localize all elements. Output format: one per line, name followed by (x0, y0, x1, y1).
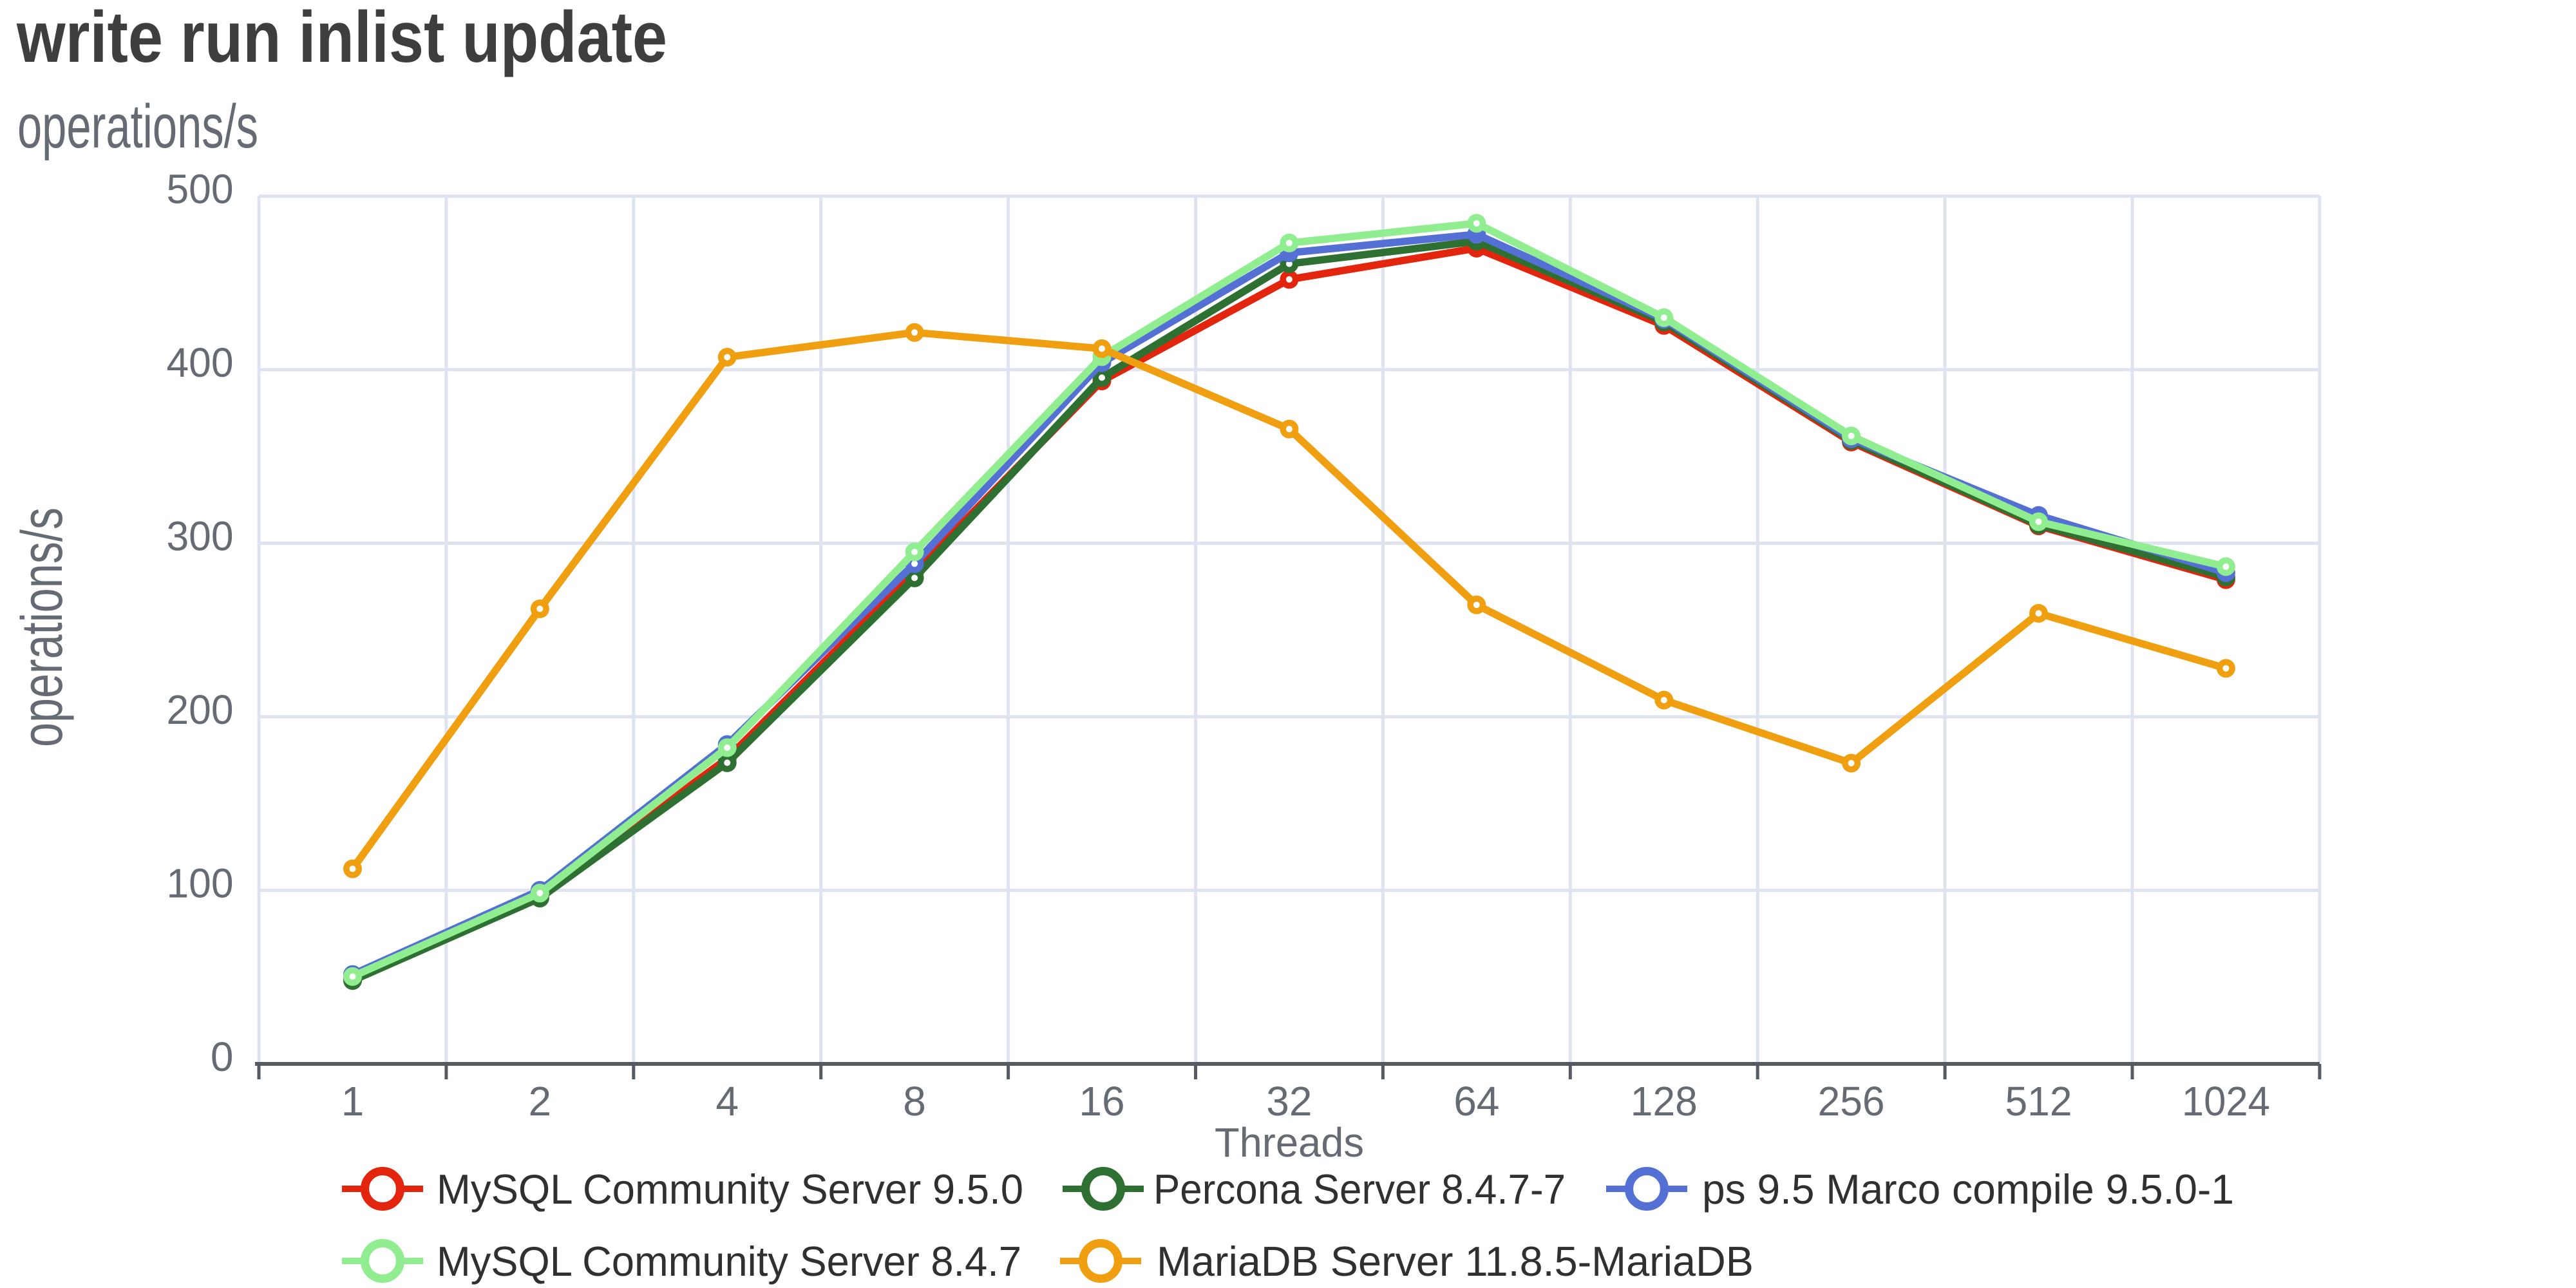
svg-text:MariaDB Server 11.8.5-MariaDB: MariaDB Server 11.8.5-MariaDB (1157, 1238, 1754, 1285)
svg-text:500: 500 (167, 166, 234, 213)
svg-text:MySQL Community Server 9.5.0: MySQL Community Server 9.5.0 (437, 1166, 1023, 1213)
svg-text:write run inlist update: write run inlist update (16, 0, 667, 77)
svg-text:0: 0 (211, 1034, 234, 1080)
svg-text:8: 8 (903, 1078, 926, 1124)
svg-text:operations/s: operations/s (17, 92, 258, 161)
svg-text:Percona Server 8.4.7-7: Percona Server 8.4.7-7 (1153, 1166, 1566, 1213)
svg-text:512: 512 (2005, 1078, 2072, 1124)
svg-text:400: 400 (167, 339, 234, 386)
svg-text:operations/s: operations/s (10, 507, 75, 747)
svg-text:4: 4 (715, 1078, 739, 1124)
svg-text:64: 64 (1454, 1078, 1499, 1124)
svg-text:MySQL Community Server 8.4.7: MySQL Community Server 8.4.7 (437, 1238, 1021, 1285)
svg-text:Threads: Threads (1215, 1119, 1364, 1166)
svg-text:16: 16 (1079, 1078, 1124, 1124)
svg-text:128: 128 (1631, 1078, 1698, 1124)
svg-text:300: 300 (167, 513, 234, 560)
svg-text:256: 256 (1818, 1078, 1885, 1124)
svg-text:100: 100 (167, 860, 234, 907)
svg-text:1: 1 (341, 1078, 365, 1124)
svg-text:1024: 1024 (2182, 1078, 2270, 1124)
svg-text:2: 2 (529, 1078, 552, 1124)
svg-text:32: 32 (1266, 1078, 1312, 1124)
svg-text:200: 200 (167, 687, 234, 733)
svg-text:ps 9.5 Marco compile 9.5.0-1: ps 9.5 Marco compile 9.5.0-1 (1702, 1166, 2234, 1213)
